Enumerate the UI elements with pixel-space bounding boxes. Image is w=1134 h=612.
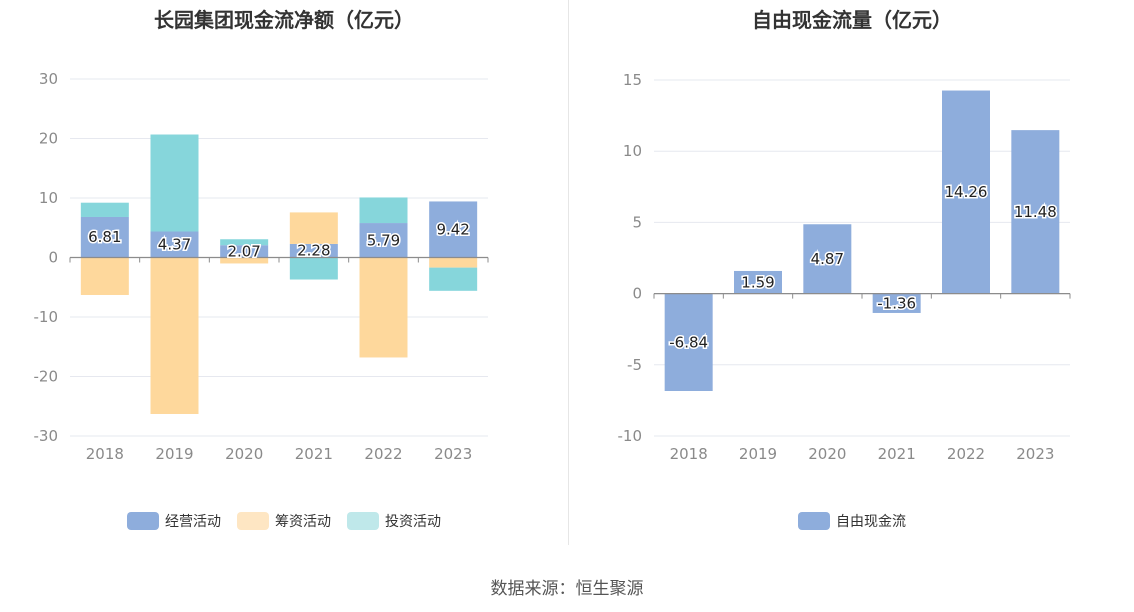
free-cash-flow-chart-svg: 15 10 5 0 -5 -10 2018 2019 2020 2021 2022 2023 -6.84… <box>618 71 1071 463</box>
legend-swatch-financing <box>237 512 269 530</box>
free-cash-flow-y-tick-label: 10 <box>623 142 642 160</box>
free-cash-flow-bar-2021-s0 <box>872 293 921 313</box>
cash-flow-bar-2019-s1 <box>150 257 199 414</box>
legend-swatch-free-cash-flow <box>798 512 830 530</box>
free-cash-flow-data-label-2022: 14.26 <box>945 183 988 201</box>
cash-flow-data-label-2021: 2.28 <box>297 242 330 260</box>
cash-flow-chart-title: 长园集团现金流净额（亿元） <box>154 8 414 32</box>
cash-flow-y-tick-label: -10 <box>34 308 59 326</box>
cash-flow-bar-2021-s2 <box>289 257 338 280</box>
cash-flow-x-tick-label-2018: 2018 <box>86 445 124 463</box>
legend-item-operating[interactable]: 经营活动 <box>127 511 221 531</box>
cash-flow-data-label-2022: 5.79 <box>367 231 400 249</box>
free-cash-flow-x-tick-label-2018: 2018 <box>670 445 708 463</box>
free-cash-flow-bar-2018-s0 <box>664 293 713 392</box>
free-cash-flow-chart-panel: 自由现金流量（亿元） 15 10 5 0 -5 -10 2018 2019 2020 2021 20… <box>570 0 1134 545</box>
data-source-note: 数据来源：恒生聚源 <box>490 579 644 599</box>
legend-swatch-investing <box>347 512 379 530</box>
free-cash-flow-y-tick-label: 5 <box>632 213 642 231</box>
cash-flow-x-tick-label-2019: 2019 <box>155 445 193 463</box>
cash-flow-y-tick-label: 30 <box>39 70 58 88</box>
free-cash-flow-bar-2022-s0 <box>942 90 990 294</box>
cash-flow-bar-2020-s1 <box>220 257 269 264</box>
panel-divider <box>568 0 569 545</box>
cash-flow-y-tick-label: -30 <box>34 427 59 445</box>
free-cash-flow-x-tick-label-2022: 2022 <box>947 445 985 463</box>
cash-flow-y-tick-label: 0 <box>48 249 58 267</box>
legend-item-free-cash-flow[interactable]: 自由现金流 <box>798 511 906 531</box>
cash-flow-chart-panel: 长园集团现金流净额（亿元） 30 20 10 0 -10 -20 -30 2018 2019 20… <box>0 0 568 545</box>
free-cash-flow-data-label-2023: 11.48 <box>1014 203 1057 221</box>
free-cash-flow-bar-2023-s0 <box>1011 130 1060 294</box>
cash-flow-bar-2022-s2 <box>359 197 408 224</box>
free-cash-flow-legend: 自由现金流 <box>570 511 1134 531</box>
cash-flow-x-tick-label-2023: 2023 <box>434 445 472 463</box>
free-cash-flow-y-tick-label: -5 <box>627 356 642 374</box>
cash-flow-x-tick-label-2022: 2022 <box>364 445 402 463</box>
free-cash-flow-data-label-2019: 1.59 <box>741 273 774 291</box>
cash-flow-bar-2022-s0 <box>359 223 408 258</box>
cash-flow-chart-svg: 30 20 10 0 -10 -20 -30 2018 2019 2020 2021 2022 2023… <box>34 70 489 463</box>
free-cash-flow-data-label-2020: 4.87 <box>811 250 844 268</box>
legend-label-free-cash-flow: 自由现金流 <box>836 514 906 530</box>
cash-flow-y-tick-label: -20 <box>34 368 59 386</box>
free-cash-flow-y-tick-label: 15 <box>623 71 642 89</box>
cash-flow-bar-2019-s0 <box>150 231 199 258</box>
cash-flow-data-label-2020: 2.07 <box>227 242 260 260</box>
cash-flow-bar-2023-s1 <box>429 257 478 268</box>
free-cash-flow-data-label-2018: -6.84 <box>669 333 708 351</box>
cash-flow-data-label-2019: 4.37 <box>158 235 191 253</box>
free-cash-flow-y-tick-label: -10 <box>618 427 643 445</box>
legend-item-investing[interactable]: 投资活动 <box>347 511 441 531</box>
legend-label-investing: 投资活动 <box>385 514 441 530</box>
cash-flow-y-tick-label: 10 <box>39 189 58 207</box>
legend-label-operating: 经营活动 <box>165 514 221 530</box>
cash-flow-bar-2021-s1 <box>289 212 338 244</box>
free-cash-flow-x-tick-label-2019: 2019 <box>739 445 777 463</box>
free-cash-flow-x-tick-label-2023: 2023 <box>1016 445 1054 463</box>
legend-swatch-operating <box>127 512 159 530</box>
cash-flow-data-label-2018: 6.81 <box>88 228 121 246</box>
cash-flow-legend: 经营活动 筹资活动 投资活动 <box>0 511 568 531</box>
cash-flow-bar-2018-s1 <box>80 257 129 295</box>
free-cash-flow-chart-title: 自由现金流量（亿元） <box>752 8 952 32</box>
cash-flow-bar-2021-s0 <box>289 243 338 258</box>
free-cash-flow-x-tick-label-2020: 2020 <box>808 445 846 463</box>
cash-flow-bar-2018-s0 <box>80 216 129 258</box>
free-cash-flow-bar-2019-s0 <box>734 270 782 294</box>
free-cash-flow-data-label-2021: -1.36 <box>877 294 916 312</box>
free-cash-flow-y-tick-label: 0 <box>632 285 642 303</box>
cash-flow-bar-2018-s2 <box>80 202 129 217</box>
legend-item-financing[interactable]: 筹资活动 <box>237 511 331 531</box>
cash-flow-bar-2020-s0 <box>220 245 269 258</box>
free-cash-flow-bar-2020-s0 <box>803 224 852 294</box>
cash-flow-bar-2023-s2 <box>429 267 478 291</box>
cash-flow-bar-2023-s0 <box>429 201 478 258</box>
legend-label-financing: 筹资活动 <box>275 514 331 530</box>
cash-flow-data-label-2023: 9.42 <box>436 220 469 238</box>
cash-flow-bar-2019-s2 <box>150 134 199 232</box>
cash-flow-bar-2022-s1 <box>359 257 408 358</box>
cash-flow-x-tick-label-2021: 2021 <box>295 445 333 463</box>
free-cash-flow-x-tick-label-2021: 2021 <box>878 445 916 463</box>
cash-flow-bar-2020-s2 <box>220 239 269 246</box>
cash-flow-y-tick-label: 20 <box>39 130 58 148</box>
cash-flow-x-tick-label-2020: 2020 <box>225 445 263 463</box>
